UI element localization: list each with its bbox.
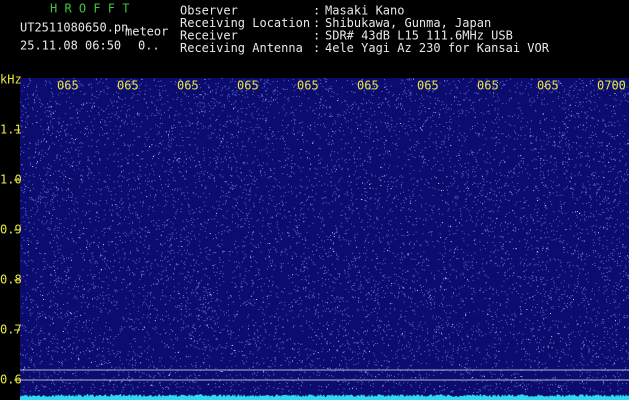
y-tick-label: 1.0: [0, 173, 22, 187]
info-separator: :: [313, 41, 320, 55]
y-tick-label: 1.1: [0, 123, 22, 137]
tag: meteor: [125, 25, 168, 39]
spectrogram-area: [20, 78, 629, 400]
info-separator: :: [313, 29, 320, 43]
info-separator: :: [313, 16, 320, 30]
y-tick-label: 0.7: [0, 323, 22, 337]
info-value: Shibukawa, Gunma, Japan: [325, 16, 491, 30]
time-label: 0700: [597, 79, 626, 93]
info-separator: :: [313, 4, 320, 18]
time-label: 065: [117, 79, 139, 93]
time-label: 065: [57, 79, 79, 93]
baseline-noise: [20, 394, 629, 400]
info-label: Receiving Antenna: [180, 41, 303, 55]
y-tick-label: 0.6: [0, 373, 22, 387]
time-label: 065: [357, 79, 379, 93]
y-tick-label: 0.9: [0, 223, 22, 237]
time-label: 065: [537, 79, 559, 93]
info-label: Receiver: [180, 29, 238, 43]
info-value: 4ele Yagi Az 230 for Kansai VOR: [325, 41, 550, 55]
program-name: H R O F F T: [50, 2, 129, 16]
info-value: Masaki Kano: [325, 4, 404, 18]
time-label: 065: [177, 79, 199, 93]
info-label: Receiving Location: [180, 16, 310, 30]
datetime: 25.11.08 06:50: [20, 39, 121, 53]
info-label: Observer: [180, 4, 238, 18]
time-label: 065: [417, 79, 439, 93]
y-tick-label: 0.8: [0, 273, 22, 287]
time-label: 065: [237, 79, 259, 93]
time-label: 065: [477, 79, 499, 93]
time-label: 065: [297, 79, 319, 93]
info-value: SDR# 43dB L15 111.6MHz USB: [325, 29, 513, 43]
file-name: UT2511080650.pn: [20, 21, 128, 35]
noise: [20, 78, 629, 393]
extra: 0..: [138, 39, 160, 53]
y-unit: kHz: [0, 73, 22, 87]
